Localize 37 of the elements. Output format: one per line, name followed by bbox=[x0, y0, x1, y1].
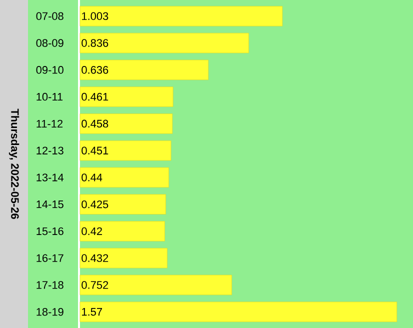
y-tick-label: 18-19 bbox=[36, 308, 64, 316]
bar bbox=[80, 194, 166, 214]
bar bbox=[80, 32, 249, 54]
data-label: 0.752 bbox=[82, 281, 108, 289]
y-tick-label: 10-11 bbox=[36, 92, 63, 101]
bar bbox=[80, 248, 168, 268]
y-tick-label: 12-13 bbox=[36, 146, 64, 154]
bar bbox=[80, 167, 169, 188]
bar bbox=[80, 274, 232, 296]
y-tick-label: 11-12 bbox=[36, 120, 63, 128]
bar bbox=[80, 140, 172, 161]
data-label: 0.461 bbox=[82, 92, 108, 101]
bar bbox=[80, 60, 209, 80]
bar bbox=[80, 6, 283, 26]
y-tick-label: 16-17 bbox=[36, 254, 64, 262]
y-tick-label: 07-08 bbox=[36, 12, 64, 20]
data-label: 0.458 bbox=[82, 120, 108, 128]
data-label: 0.432 bbox=[82, 254, 108, 262]
y-tick-label: 08-09 bbox=[36, 39, 64, 47]
data-label: 0.425 bbox=[82, 200, 108, 208]
bar bbox=[80, 86, 174, 107]
y-tick-label: 13-14 bbox=[36, 174, 64, 182]
data-label: 1.57 bbox=[82, 308, 102, 316]
y-tick-label: 17-18 bbox=[36, 281, 64, 289]
data-label: 0.44 bbox=[82, 174, 102, 182]
y-tick-label: 09-10 bbox=[36, 66, 64, 74]
bar bbox=[80, 302, 398, 322]
data-label: 0.42 bbox=[82, 227, 102, 236]
bar bbox=[80, 221, 165, 242]
y-axis-title: Thursday, 2022-05-26 bbox=[8, 108, 20, 219]
data-label: 0.636 bbox=[82, 66, 108, 74]
y-tick-label: 15-16 bbox=[36, 227, 64, 236]
y-tick-label: 14-15 bbox=[36, 200, 64, 208]
data-label: 0.451 bbox=[82, 146, 108, 154]
data-label: 1.003 bbox=[82, 12, 108, 20]
data-label: 0.836 bbox=[82, 39, 108, 47]
bar bbox=[80, 114, 173, 134]
